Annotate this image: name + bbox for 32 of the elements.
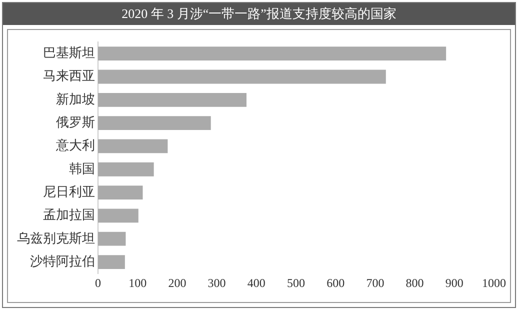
x-tick-label: 400 <box>247 276 266 290</box>
chart-title: 2020 年 3 月涉“一带一路”报道支持度较高的国家 <box>3 3 515 25</box>
bar <box>98 92 246 107</box>
y-tick-label: 马来西亚 <box>43 68 95 84</box>
bar <box>98 116 211 130</box>
x-tick-label: 800 <box>406 276 424 290</box>
bar <box>98 232 126 246</box>
x-tick-label: 200 <box>168 276 186 290</box>
bar <box>98 208 138 223</box>
x-tick-label: 500 <box>287 276 305 290</box>
bar <box>98 186 143 200</box>
bar <box>98 70 386 84</box>
y-tick-label: 韩国 <box>69 160 95 176</box>
x-tick-label: 700 <box>366 276 384 290</box>
y-tick-label: 乌兹别克斯坦 <box>17 230 95 246</box>
bar <box>98 46 446 61</box>
bar <box>98 162 154 176</box>
bar <box>98 255 125 269</box>
y-tick-label: 意大利 <box>55 138 95 153</box>
x-tick-label: 1000 <box>482 276 506 290</box>
y-tick-label: 尼日利亚 <box>43 184 95 199</box>
y-tick-label: 巴基斯坦 <box>43 45 95 60</box>
y-tick-label: 俄罗斯 <box>56 114 95 130</box>
x-tick-label: 300 <box>208 276 226 290</box>
bar <box>98 139 168 154</box>
x-tick-label: 100 <box>128 276 147 290</box>
y-tick-label: 孟加拉国 <box>43 207 95 222</box>
x-tick-label: 0 <box>95 276 101 290</box>
y-tick-label: 沙特阿拉伯 <box>30 253 95 268</box>
y-tick-label: 新加坡 <box>56 91 95 106</box>
x-tick-label: 600 <box>326 276 345 290</box>
x-tick-label: 900 <box>445 276 464 290</box>
